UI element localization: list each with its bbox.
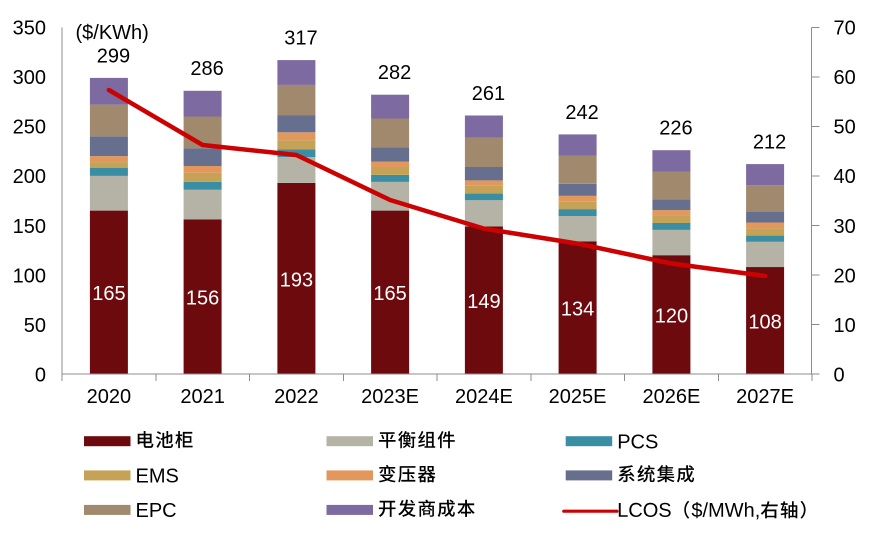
svg-text:242: 242 — [565, 102, 598, 124]
svg-text:2020: 2020 — [87, 386, 132, 408]
svg-text:10: 10 — [834, 315, 856, 337]
svg-text:30: 30 — [834, 216, 856, 238]
svg-text:149: 149 — [467, 291, 500, 313]
svg-text:40: 40 — [834, 166, 856, 188]
svg-text:($/KWh): ($/KWh) — [76, 22, 149, 44]
svg-text:165: 165 — [373, 283, 406, 305]
svg-text:0: 0 — [834, 364, 845, 386]
svg-text:282: 282 — [378, 62, 411, 84]
svg-text:2022: 2022 — [274, 386, 319, 408]
svg-text:156: 156 — [186, 288, 219, 310]
svg-text:2026E: 2026E — [642, 386, 700, 408]
svg-text:226: 226 — [659, 118, 692, 140]
svg-text:2027E: 2027E — [736, 386, 794, 408]
svg-text:2021: 2021 — [180, 386, 225, 408]
svg-text:108: 108 — [748, 311, 781, 333]
svg-text:EPC: EPC — [136, 500, 177, 522]
svg-text:193: 193 — [280, 269, 313, 291]
svg-text:2025E: 2025E — [549, 386, 607, 408]
svg-text:165: 165 — [92, 283, 125, 305]
svg-text:2023E: 2023E — [361, 386, 419, 408]
svg-text:100: 100 — [13, 265, 46, 287]
svg-text:PCS: PCS — [617, 432, 658, 454]
svg-text:299: 299 — [97, 45, 130, 67]
svg-text:250: 250 — [13, 117, 46, 139]
svg-text:134: 134 — [561, 299, 594, 321]
svg-text:212: 212 — [753, 132, 786, 154]
svg-text:350: 350 — [13, 18, 46, 40]
svg-text:286: 286 — [190, 58, 223, 80]
svg-text:20: 20 — [834, 265, 856, 287]
svg-text:70: 70 — [834, 18, 856, 40]
svg-text:150: 150 — [13, 216, 46, 238]
svg-text:2024E: 2024E — [455, 386, 513, 408]
svg-text:300: 300 — [13, 67, 46, 89]
svg-text:0: 0 — [35, 364, 46, 386]
svg-text:60: 60 — [834, 67, 856, 89]
svg-text:50: 50 — [24, 315, 46, 337]
svg-text:261: 261 — [472, 83, 505, 105]
svg-text:120: 120 — [655, 306, 688, 328]
svg-text:50: 50 — [834, 117, 856, 139]
svg-text:200: 200 — [13, 166, 46, 188]
svg-text:EMS: EMS — [136, 466, 179, 488]
svg-text:317: 317 — [284, 28, 317, 50]
